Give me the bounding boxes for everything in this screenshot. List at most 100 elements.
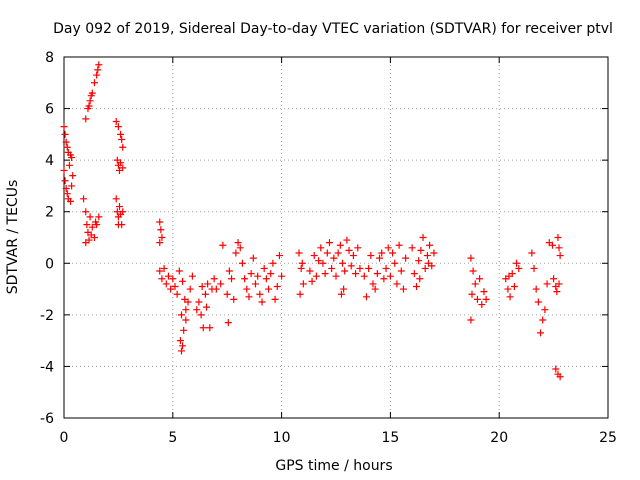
data-point [169,275,177,283]
data-point [530,264,538,272]
data-point [471,280,479,288]
data-point [317,244,325,252]
data-point [156,267,164,275]
data-point [537,329,545,337]
data-point [119,143,127,151]
data-point [336,241,344,249]
data-point [87,231,95,239]
data-point [188,272,196,280]
data-marks [60,61,564,381]
data-point [68,154,76,162]
data-point [410,270,418,278]
data-point [278,272,286,280]
data-point [515,264,523,272]
data-point [315,257,323,265]
data-point [513,259,521,267]
data-point [330,254,338,262]
data-point [408,244,416,252]
data-point [63,143,71,151]
data-point [328,264,336,272]
data-point [117,159,125,167]
data-point [393,280,401,288]
data-point [119,164,127,172]
data-point [260,264,268,272]
data-point [426,241,434,249]
data-point [217,280,225,288]
data-point [343,236,351,244]
data-point [354,244,362,252]
x-tick-label: 5 [168,430,177,446]
data-point [380,275,388,283]
data-point [179,342,187,350]
data-point [225,267,233,275]
data-point [156,218,164,226]
data-point [156,239,164,247]
data-point [164,272,172,280]
data-point [360,272,368,280]
data-point [310,252,318,260]
data-point [62,138,70,146]
data-point [554,234,562,241]
data-point [114,123,122,131]
data-point [117,130,125,138]
data-point [478,301,486,309]
data-point [378,249,386,257]
data-point [532,285,540,293]
y-tick-label: 6 [45,102,54,118]
grid-lines [64,57,608,418]
data-point [334,249,342,257]
data-point [308,277,316,285]
data-point [180,326,188,334]
data-point [157,226,165,234]
data-point [337,290,345,298]
data-point [176,337,184,345]
data-point [298,259,306,267]
data-point [179,277,187,285]
data-point [85,102,93,110]
data-point [195,298,203,306]
data-point [115,203,123,211]
data-point [197,311,205,319]
data-point [395,241,403,249]
x-tick-label: 0 [60,430,69,446]
chart-title: Day 092 of 2019, Sidereal Day-to-day VTE… [53,21,613,37]
data-point [319,259,327,267]
data-point [550,275,558,283]
data-point [112,117,120,125]
data-point [245,293,253,301]
data-point [323,249,331,257]
data-point [275,252,283,260]
data-point [86,213,94,221]
data-point [95,213,103,221]
data-point [118,136,126,144]
data-point [83,221,91,229]
y-tick-label: 4 [45,153,54,169]
data-point [421,264,429,272]
plot-frame [63,56,609,419]
data-point [367,252,375,260]
data-point [339,259,347,267]
x-tick-label: 20 [490,430,508,446]
data-point [88,223,96,231]
data-point [349,252,357,260]
data-point [332,272,340,280]
data-point [271,295,279,303]
data-point [373,270,381,278]
data-point [241,275,249,283]
data-point [243,285,251,293]
data-point [269,259,277,267]
data-point [158,275,166,283]
data-point [61,130,69,138]
data-point [63,190,71,198]
data-point [160,264,168,272]
data-point [506,293,514,301]
data-point [175,267,183,275]
data-point [419,234,427,241]
data-point [369,280,377,288]
data-point [61,177,69,185]
data-point [552,365,560,373]
data-point [178,311,186,319]
data-point [295,249,303,257]
data-point [182,316,190,324]
